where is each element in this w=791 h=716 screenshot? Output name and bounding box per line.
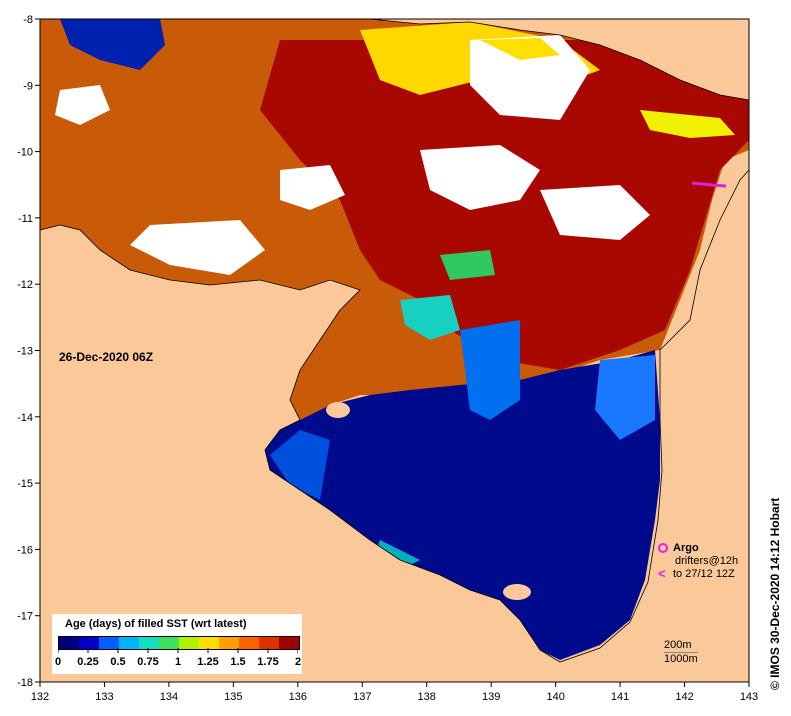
depth-contour-key: 200m 1000m [664, 639, 698, 666]
cloud-patch-1 [130, 220, 265, 275]
y-tick-label: -18 [17, 677, 33, 689]
cloud-patch-3 [470, 35, 590, 120]
sea-patch-yellow-2 [640, 110, 735, 138]
legend-label: 0.25 [77, 656, 99, 668]
x-tick-label: 135 [224, 691, 242, 703]
cloud-patch-5 [55, 85, 110, 125]
legend-label: 1.75 [257, 656, 279, 668]
y-tick-label: -16 [17, 544, 33, 556]
drifters-key: drifters@12h [658, 554, 738, 567]
legend-color-swatch [259, 637, 279, 649]
legend-label: 2 [294, 656, 302, 668]
credit-text: © IMOS 30-Dec-2020 14:12 Hobart [768, 497, 782, 690]
legend-label: 0 [54, 656, 62, 668]
coastline [39, 169, 750, 663]
y-tick-label: -9 [23, 80, 33, 92]
legend-color-swatch [79, 637, 99, 649]
land-cape-york [560, 170, 749, 682]
y-axis: -8 -9 -10 -11 -12 -13 -14 -15 -16 -17 -18 [17, 14, 40, 689]
legend-ticks [58, 648, 298, 653]
legend-label: 1 [174, 656, 182, 668]
legend-colorbar [58, 636, 300, 650]
legend-color-swatch [99, 637, 119, 649]
drifters-date: to 27/12 12Z [673, 567, 735, 580]
drifters-date-row: < to 27/12 12Z [658, 566, 738, 581]
legend-color-swatch [199, 637, 219, 649]
markers-key: Argo drifters@12h < to 27/12 12Z [658, 541, 738, 581]
argo-key: Argo [658, 541, 738, 554]
legend-color-swatch [159, 637, 179, 649]
legend-color-swatch [239, 637, 259, 649]
x-tick-label: 140 [546, 691, 564, 703]
legend-label: 1.25 [197, 656, 219, 668]
land-arnhem [40, 225, 560, 682]
land-groote-eylandt [326, 402, 350, 418]
legend-title: Age (days) of filled SST (wrt latest) [65, 618, 247, 630]
x-tick-label: 136 [289, 691, 307, 703]
legend-label: 1.5 [230, 656, 246, 668]
legend-color-swatch [119, 637, 139, 649]
legend-labels: 0 0.25 0.5 0.75 1 1.25 1.5 1.75 2 [52, 656, 302, 670]
coastline-png [369, 18, 750, 101]
x-tick-label: 137 [353, 691, 371, 703]
gulf-west-shore-blue [270, 430, 330, 500]
cloud-patch-2 [420, 145, 540, 210]
legend-color-swatch [179, 637, 199, 649]
argo-label: Argo [673, 541, 699, 554]
gulf-lighter-blue-2 [595, 355, 655, 440]
png-yellow-coast [480, 38, 560, 60]
x-axis: 132 133 134 135 136 137 138 139 140 141 142 143 [31, 682, 758, 703]
x-tick-label: 134 [160, 691, 178, 703]
green-patch-1 [440, 250, 495, 280]
legend-label: 0.75 [137, 656, 159, 668]
gulf-south-teal [375, 540, 420, 570]
legend-color-swatch [219, 637, 239, 649]
cloud-patch-4 [540, 185, 650, 240]
y-tick-label: -10 [17, 147, 33, 159]
y-tick-label: -15 [17, 478, 33, 490]
y-tick-label: -12 [17, 279, 33, 291]
legend-color-swatch [139, 637, 159, 649]
y-tick-label: -17 [17, 611, 33, 623]
cyan-patch-1 [400, 295, 460, 340]
x-tick-label: 143 [740, 691, 758, 703]
gulf-of-carpentaria [265, 350, 660, 660]
depth-contour-1000: 1000m [664, 652, 698, 665]
cloud-patch-6 [280, 165, 345, 210]
x-tick-label: 142 [675, 691, 693, 703]
sea-region-darkred [260, 40, 749, 370]
x-tick-label: 133 [95, 691, 113, 703]
land-mornington-island [503, 584, 531, 600]
land-png [370, 19, 749, 100]
argo-marker-icon [658, 542, 668, 553]
drifter-track [691, 181, 727, 188]
x-tick-label: 139 [482, 691, 500, 703]
gulf-lighter-blue [460, 320, 520, 420]
date-label: 26-Dec-2020 06Z [59, 350, 154, 364]
y-tick-label: -11 [18, 213, 33, 225]
legend-label: 0.5 [110, 656, 126, 668]
sea-patch-blue-topleft [60, 19, 165, 70]
y-tick-label: -13 [17, 346, 33, 358]
x-tick-label: 132 [31, 691, 49, 703]
drifters-label: drifters@12h [675, 554, 739, 567]
y-tick-label: -8 [23, 14, 33, 26]
x-tick-label: 141 [611, 691, 629, 703]
legend-color-swatch [279, 637, 299, 649]
drifter-arrow-icon: < [658, 566, 666, 581]
legend-color-swatch [59, 637, 79, 649]
x-tick-label: 138 [418, 691, 436, 703]
y-tick-label: -14 [17, 412, 33, 424]
depth-contour-200: 200m [664, 639, 692, 651]
